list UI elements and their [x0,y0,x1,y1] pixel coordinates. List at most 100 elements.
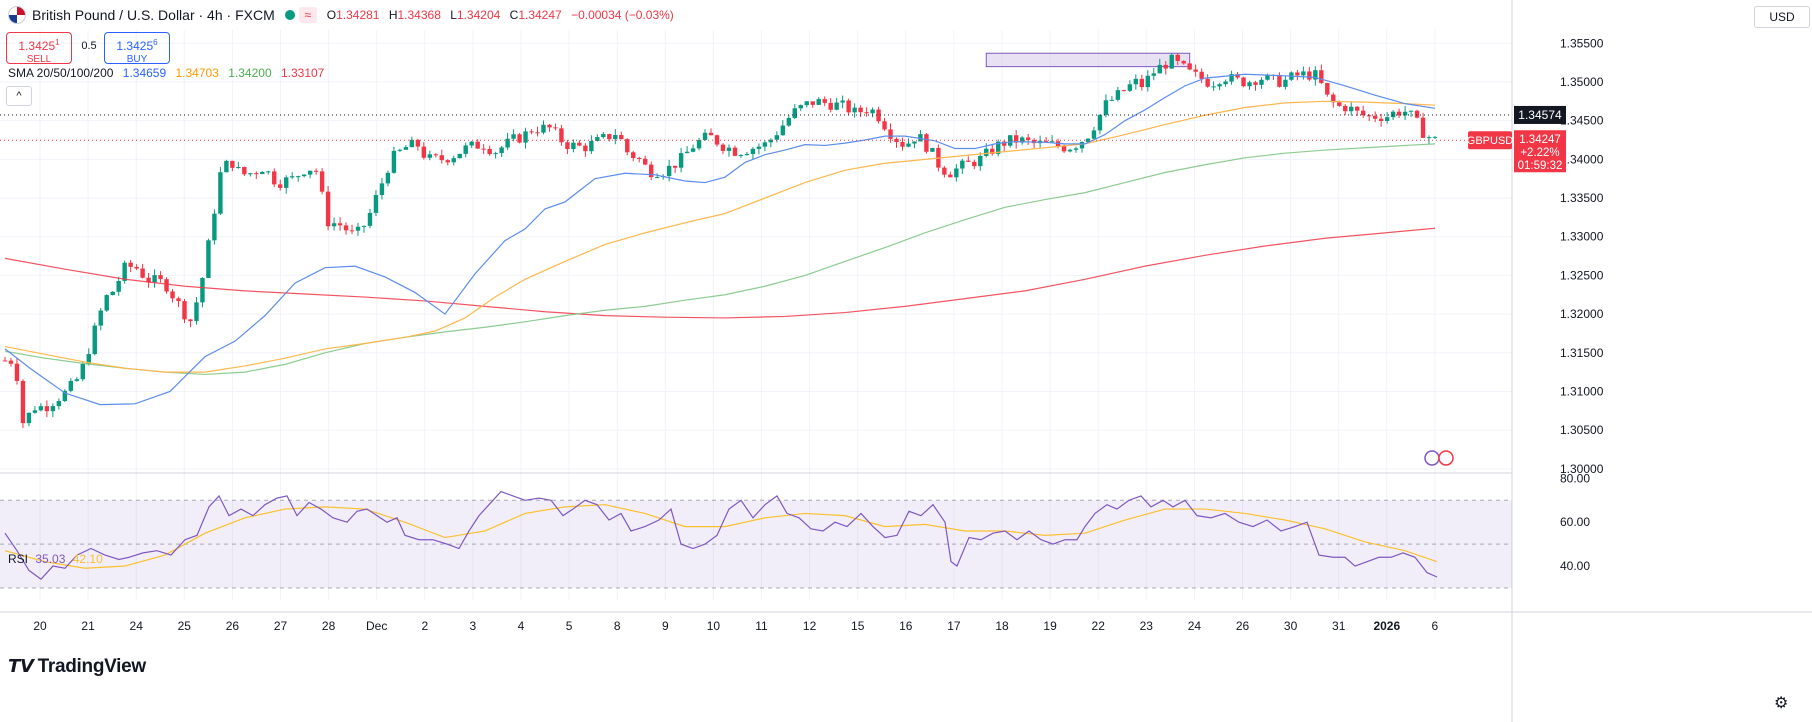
candle-body [457,153,462,159]
candle-body [451,158,456,163]
price-tick-label: 1.33000 [1560,230,1604,244]
candle-body [984,148,989,156]
candle-body [1139,78,1145,88]
candle-body [38,406,44,411]
candle-body [260,171,265,175]
price-tick-label: 1.34000 [1560,152,1604,166]
price-tick-label: 1.35000 [1560,75,1604,89]
candle-body [1402,111,1408,116]
candle-body [1169,54,1174,69]
time-tick-label: 21 [81,619,95,633]
candle-body [2,360,8,362]
candle-body [990,148,995,154]
price-tick-label: 1.34500 [1560,114,1604,128]
candle-body [816,99,821,105]
candle-body [648,164,654,178]
candle-body [487,148,492,154]
time-tick-label: 18 [995,619,1009,633]
candle-body [391,150,397,173]
wave-icon: ≈ [298,7,317,23]
candle-body [637,158,642,160]
candle-body [882,121,887,130]
symbol-tag-label: GBPUSD [1467,135,1514,147]
candle-body [684,151,690,154]
time-tick-label: 24 [1188,619,1202,633]
rsi-legend[interactable]: RSI 35.03 42.10 [8,552,103,566]
time-tick-label: 9 [662,619,669,633]
candle-body [14,363,20,381]
sma200-value: 1.33107 [280,66,325,80]
currency-selector[interactable]: USD [1754,6,1810,28]
buy-button[interactable]: 1.34256 BUY [104,32,170,65]
candle-body [1199,71,1204,79]
candle-body [732,147,738,156]
candle-body [1307,71,1312,80]
candle-body [218,172,223,214]
price-tick-label: 1.31500 [1560,346,1604,360]
candle-body [176,298,181,302]
candle-body [373,195,379,213]
time-tick-label: 19 [1043,619,1057,633]
candle-body [1241,77,1246,87]
candle-body [1103,100,1109,115]
time-tick-label: 17 [947,619,961,633]
candle-body [774,135,780,140]
candle-body [792,108,797,118]
time-tick-label: 8 [614,619,621,633]
symbol-title[interactable]: British Pound / U.S. Dollar · 4h · FXCM [32,7,275,23]
candle-body [846,100,851,113]
candle-body [756,146,762,149]
candle-body [1217,84,1222,87]
gbp-usd-flag-icon [8,6,26,24]
candle-body [852,107,857,113]
candle-body [182,301,187,320]
sma-legend[interactable]: SMA 20/50/100/200 1.34659 1.34703 1.3420… [8,66,330,80]
candle-body [427,154,433,158]
time-tick-label: 2 [421,619,428,633]
price-tick-label: 1.32000 [1560,307,1604,321]
candle-body [1157,64,1162,74]
candle-body [1331,94,1336,103]
candle-body [918,134,923,142]
candle-body [152,275,157,283]
economic-event-icon [1424,450,1440,466]
candle-body [409,139,415,148]
settings-gear-icon[interactable]: ⚙ [1774,695,1789,712]
collapse-legend-button[interactable]: ^ [6,86,32,106]
candle-body [1277,74,1282,87]
candle-body [284,177,289,188]
sell-button[interactable]: 1.34251 SELL [6,32,72,65]
candle-body [206,240,211,279]
candle-body [1043,140,1049,142]
ohlc-readout: O1.34281 H1.34368 L1.34204 C1.34247 −0.0… [326,8,674,22]
time-tick-label: 5 [566,619,573,633]
candle-body [1396,111,1402,116]
candle-body [726,147,732,151]
candle-body [1361,110,1366,116]
candle-body [1366,115,1372,117]
candle-body [744,154,750,156]
candle-body [1007,135,1013,146]
sma100-line [4,143,1436,376]
rsi-ma-value: 42.10 [72,552,103,566]
candle-body [780,125,786,136]
candle-body [212,213,217,241]
sma200-line [4,227,1436,319]
candle-body [1145,75,1151,88]
last-price-value: 1.34247 [1519,134,1561,146]
candle-body [1115,90,1121,100]
candle-body [942,167,947,175]
candle-body [708,132,714,136]
candle-body [583,145,588,152]
candle-body [906,143,911,147]
candle-body [313,170,319,172]
candles-group [2,53,1438,428]
candle-body [128,262,133,267]
candle-body [619,135,624,140]
candle-body [589,141,594,152]
tradingview-logo: 𝙏𝙑 TradingView [8,656,146,677]
candle-body [343,225,349,231]
candle-body [44,406,50,412]
candle-body [930,147,935,152]
